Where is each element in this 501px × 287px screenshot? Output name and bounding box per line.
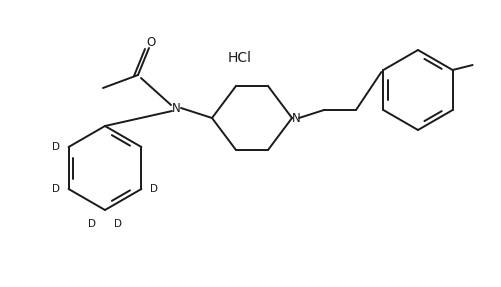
Text: N: N [172,102,180,115]
Text: D: D [114,219,122,229]
Text: D: D [52,184,60,194]
Text: O: O [146,36,156,49]
Text: D: D [52,142,60,152]
Text: HCl: HCl [228,51,252,65]
Text: D: D [88,219,96,229]
Text: D: D [150,184,158,194]
Text: N: N [292,112,301,125]
